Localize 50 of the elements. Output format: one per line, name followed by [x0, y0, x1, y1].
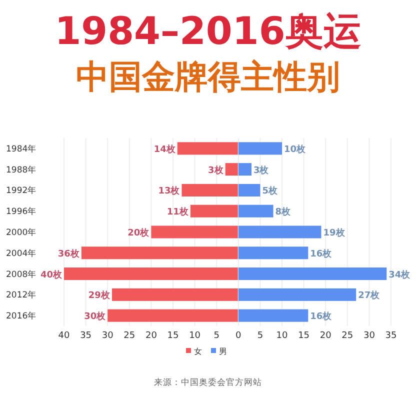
data-label: 29枚	[88, 290, 111, 302]
x-tick-label: 0	[236, 331, 242, 341]
data-label: 27枚	[358, 290, 381, 302]
data-label: 34枚	[388, 269, 412, 280]
y-tick-label: 1996年	[6, 206, 37, 218]
x-tick-label: 20	[145, 331, 158, 341]
data-label: 8枚	[275, 206, 292, 218]
x-tick-label: 5	[214, 331, 220, 341]
data-label: 40枚	[40, 269, 63, 280]
data-label: 11枚	[166, 206, 190, 218]
data-label: 10枚	[284, 144, 307, 155]
data-label: 5枚	[262, 186, 278, 197]
x-tick-label: 40	[58, 331, 70, 341]
data-label: 19枚	[323, 228, 346, 238]
data-label: 3枚	[253, 164, 270, 176]
x-tick-label: 35	[80, 331, 92, 341]
legend: 女	[186, 347, 202, 356]
x-tick-label: 25	[124, 331, 136, 341]
y-tick-label: 2004年	[6, 248, 37, 259]
x-tick-label: 5	[257, 331, 264, 341]
chart-subtitle: 中国金牌得主性别	[76, 57, 340, 96]
x-tick-label: 25	[342, 331, 354, 341]
legend-label: 女	[194, 347, 202, 356]
y-tick-label: 2016年	[6, 310, 37, 322]
x-tick-label: 10	[189, 331, 201, 341]
x-tick-label: 15	[167, 331, 179, 341]
x-tick-label: 20	[320, 331, 332, 341]
y-tick-label: 2012年	[6, 290, 37, 301]
data-label: 3枚	[208, 164, 224, 176]
x-tick-label: 10	[276, 331, 288, 341]
y-tick-label: 1984年	[6, 143, 37, 154]
data-label: 13枚	[158, 186, 181, 197]
data-label: 36枚	[58, 248, 80, 260]
x-tick-label: 30	[363, 331, 376, 341]
y-tick-label: 2008年	[6, 268, 37, 280]
x-tick-label: 35	[385, 331, 397, 341]
y-tick-label: 1988年	[6, 164, 37, 176]
legend-label: 男	[219, 347, 227, 356]
source-note: 来源：中国奥委会官方网站	[154, 377, 262, 388]
x-tick-label: 30	[102, 331, 114, 341]
data-label: 30枚	[84, 311, 107, 322]
data-label: 14枚	[154, 144, 176, 155]
data-label: 20枚	[128, 228, 150, 238]
y-tick-label: 1992年	[6, 185, 37, 196]
data-label: 16枚	[310, 311, 333, 322]
y-tick-label: 2000年	[6, 227, 37, 238]
data-label: 16枚	[310, 248, 333, 260]
x-tick-label: 15	[298, 331, 310, 341]
chart-title: 1984–2016奥运	[54, 9, 362, 53]
legend: 男	[211, 347, 227, 356]
